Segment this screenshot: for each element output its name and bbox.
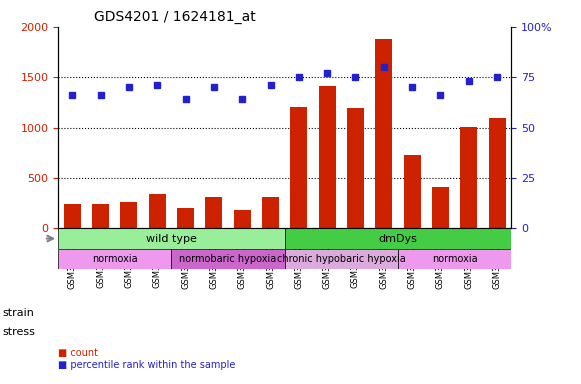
Bar: [404, 155, 421, 228]
Text: GDS4201 / 1624181_at: GDS4201 / 1624181_at: [94, 10, 256, 25]
Bar: [206, 197, 223, 228]
Bar: [177, 209, 194, 228]
FancyBboxPatch shape: [285, 228, 511, 249]
Text: dmDys: dmDys: [379, 233, 417, 243]
Text: strain: strain: [3, 308, 35, 318]
Bar: [149, 194, 166, 228]
Bar: [290, 106, 307, 228]
Text: normobaric hypoxia: normobaric hypoxia: [180, 254, 277, 264]
Bar: [92, 204, 109, 228]
Text: wild type: wild type: [146, 233, 197, 243]
FancyBboxPatch shape: [171, 249, 285, 269]
Text: ■ count: ■ count: [58, 348, 98, 358]
Bar: [234, 210, 251, 228]
Text: normoxia: normoxia: [92, 254, 138, 264]
FancyBboxPatch shape: [398, 249, 511, 269]
Text: normoxia: normoxia: [432, 254, 478, 264]
Bar: [262, 197, 279, 228]
FancyBboxPatch shape: [58, 228, 285, 249]
Text: chronic hypobaric hypoxia: chronic hypobaric hypoxia: [277, 254, 406, 264]
Text: ■ percentile rank within the sample: ■ percentile rank within the sample: [58, 360, 235, 370]
Bar: [120, 202, 137, 228]
Text: stress: stress: [3, 327, 36, 337]
Bar: [347, 108, 364, 228]
Bar: [460, 127, 477, 228]
Bar: [489, 118, 505, 228]
Bar: [375, 39, 392, 228]
FancyBboxPatch shape: [285, 249, 398, 269]
Bar: [318, 86, 336, 228]
Bar: [64, 204, 81, 228]
Bar: [432, 187, 449, 228]
FancyBboxPatch shape: [58, 249, 171, 269]
